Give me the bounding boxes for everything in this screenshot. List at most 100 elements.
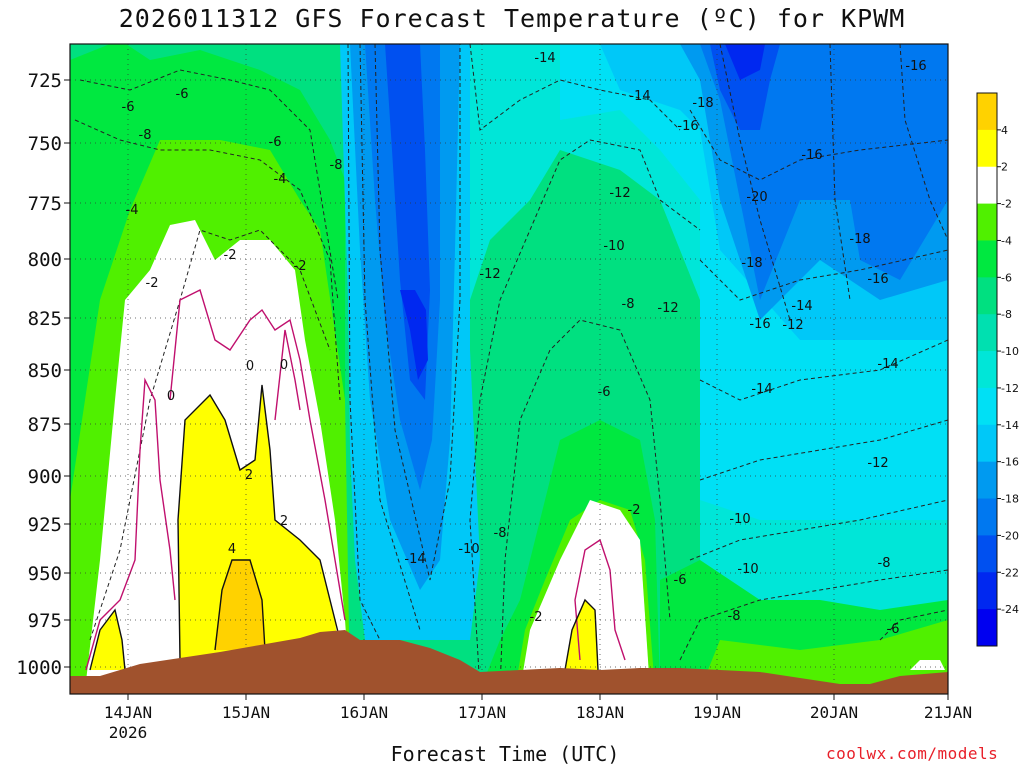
y-tick-label: 1000 [16, 657, 62, 679]
contour-label: -2 [224, 248, 237, 263]
colorbar-label: 2 [1001, 161, 1008, 174]
contour-label: 2 [280, 514, 288, 529]
contour-label: -10 [603, 239, 624, 254]
contour-label: -14 [791, 299, 812, 314]
colorbar-label: -22 [1001, 566, 1019, 579]
y-tick-label: 875 [28, 414, 62, 436]
contour-label: -10 [458, 542, 479, 557]
y-tick-label: 975 [28, 610, 62, 632]
contour-label: -6 [598, 385, 611, 400]
colorbar-swatch [977, 424, 997, 463]
contour-label: -14 [629, 89, 650, 104]
colorbar-label: -4 [1001, 234, 1012, 247]
contour-label: -20 [746, 190, 767, 205]
contour-label: -12 [479, 267, 500, 282]
colorbar-label: 4 [1001, 124, 1008, 137]
colorbar-swatch [977, 277, 997, 315]
colorbar-label: -6 [1001, 271, 1012, 284]
contour-label: -16 [749, 317, 770, 332]
contour-label: -2 [628, 503, 641, 518]
contour-label: -8 [494, 526, 507, 541]
y-tick-label: 825 [28, 308, 62, 330]
y-tick-label: 900 [28, 466, 62, 488]
contour-label: 0 [280, 358, 288, 373]
colorbar: 4 2 -2 -4 -6 -8 -10 -12 -14 -16 -18 -20 -22 -24 [976, 92, 1019, 647]
colorbar-swatch [977, 129, 997, 168]
contour-label: -6 [176, 87, 189, 102]
y-tick-label: 950 [28, 563, 62, 585]
contour-label: -2 [294, 259, 307, 274]
contour-label: -18 [692, 96, 713, 111]
contour-label: -8 [728, 609, 741, 624]
y-tick-label: 850 [28, 360, 62, 382]
colorbar-label: -12 [1001, 382, 1019, 395]
contour-label: -12 [867, 456, 888, 471]
colorbar-swatch [977, 203, 997, 241]
colorbar-swatch [977, 93, 997, 131]
chart-title: 2026011312 GFS Forecast Temperature (ºC)… [118, 4, 906, 33]
colorbar-swatch [977, 240, 997, 278]
contour-label: -8 [139, 128, 152, 143]
contour-label: -18 [849, 232, 870, 247]
contour-label: -2 [530, 610, 543, 625]
contour-label: -16 [801, 148, 822, 163]
x-tick-label: 19JAN [693, 703, 741, 722]
colorbar-swatch [977, 387, 997, 426]
contour-label: -18 [741, 256, 762, 271]
x-tick-label: 21JAN [924, 703, 972, 722]
contour-label: -2 [146, 276, 159, 291]
contour-label: 0 [246, 359, 254, 374]
x-tick-label: 17JAN [458, 703, 506, 722]
colorbar-label: -24 [1001, 603, 1019, 616]
contour-label: 4 [228, 542, 236, 557]
contour-label: -6 [269, 135, 282, 150]
colorbar-swatch [977, 351, 997, 389]
contour-label: -8 [622, 297, 635, 312]
colorbar-label: -10 [1001, 345, 1019, 358]
contour-label: -8 [878, 556, 891, 571]
contour-label: -16 [905, 59, 926, 74]
y-tick-label: 725 [28, 70, 62, 92]
contour-label: -4 [274, 172, 287, 187]
contour-label: -8 [330, 158, 343, 173]
contour-label: -6 [674, 573, 687, 588]
contour-label: 0 [167, 389, 175, 404]
colorbar-label: -20 [1001, 529, 1019, 542]
y-tick-label: 925 [28, 514, 62, 536]
y-tick-label: 775 [28, 193, 62, 215]
colorbar-label: -2 [1001, 198, 1012, 211]
colorbar-label: -16 [1001, 456, 1019, 469]
colorbar-swatch [977, 609, 997, 647]
colorbar-swatch [977, 166, 997, 205]
contour-label: 2 [245, 468, 253, 483]
x-tick-label: 20JAN [810, 703, 858, 722]
x-tick-label: 14JAN [104, 703, 152, 722]
plot-area: -14-6-6-8-14 -18-16-16-6-8-16-20-4-12-4-1… [70, 44, 948, 694]
x-tick-year: 2026 [109, 723, 148, 742]
contour-label: -6 [887, 622, 900, 637]
colorbar-swatch [977, 498, 997, 536]
contour-label: -10 [737, 562, 758, 577]
contour-label: -12 [782, 318, 803, 333]
contour-label: -10 [729, 512, 750, 527]
contour-label: -12 [657, 301, 678, 316]
colorbar-swatch [977, 535, 997, 573]
colorbar-label: -8 [1001, 308, 1012, 321]
contour-label: -14 [751, 382, 772, 397]
contour-label: -16 [677, 119, 698, 134]
plot-frame [69, 43, 949, 695]
colorbar-label: -14 [1001, 419, 1019, 432]
x-axis-label: Forecast Time (UTC) [390, 742, 620, 766]
credit-text: coolwx.com/models [826, 744, 999, 763]
x-tick-label: 15JAN [222, 703, 270, 722]
contour-label: -12 [609, 186, 630, 201]
colorbar-swatch [977, 461, 997, 500]
contour-label: -4 [126, 203, 139, 218]
contour-label: -16 [867, 272, 888, 287]
contour-label: -6 [122, 100, 135, 115]
y-tick-label: 800 [28, 249, 62, 271]
contour-label: -14 [534, 51, 555, 66]
x-tick-label: 18JAN [576, 703, 624, 722]
colorbar-swatch [977, 314, 997, 352]
contour-label: -14 [877, 357, 898, 372]
